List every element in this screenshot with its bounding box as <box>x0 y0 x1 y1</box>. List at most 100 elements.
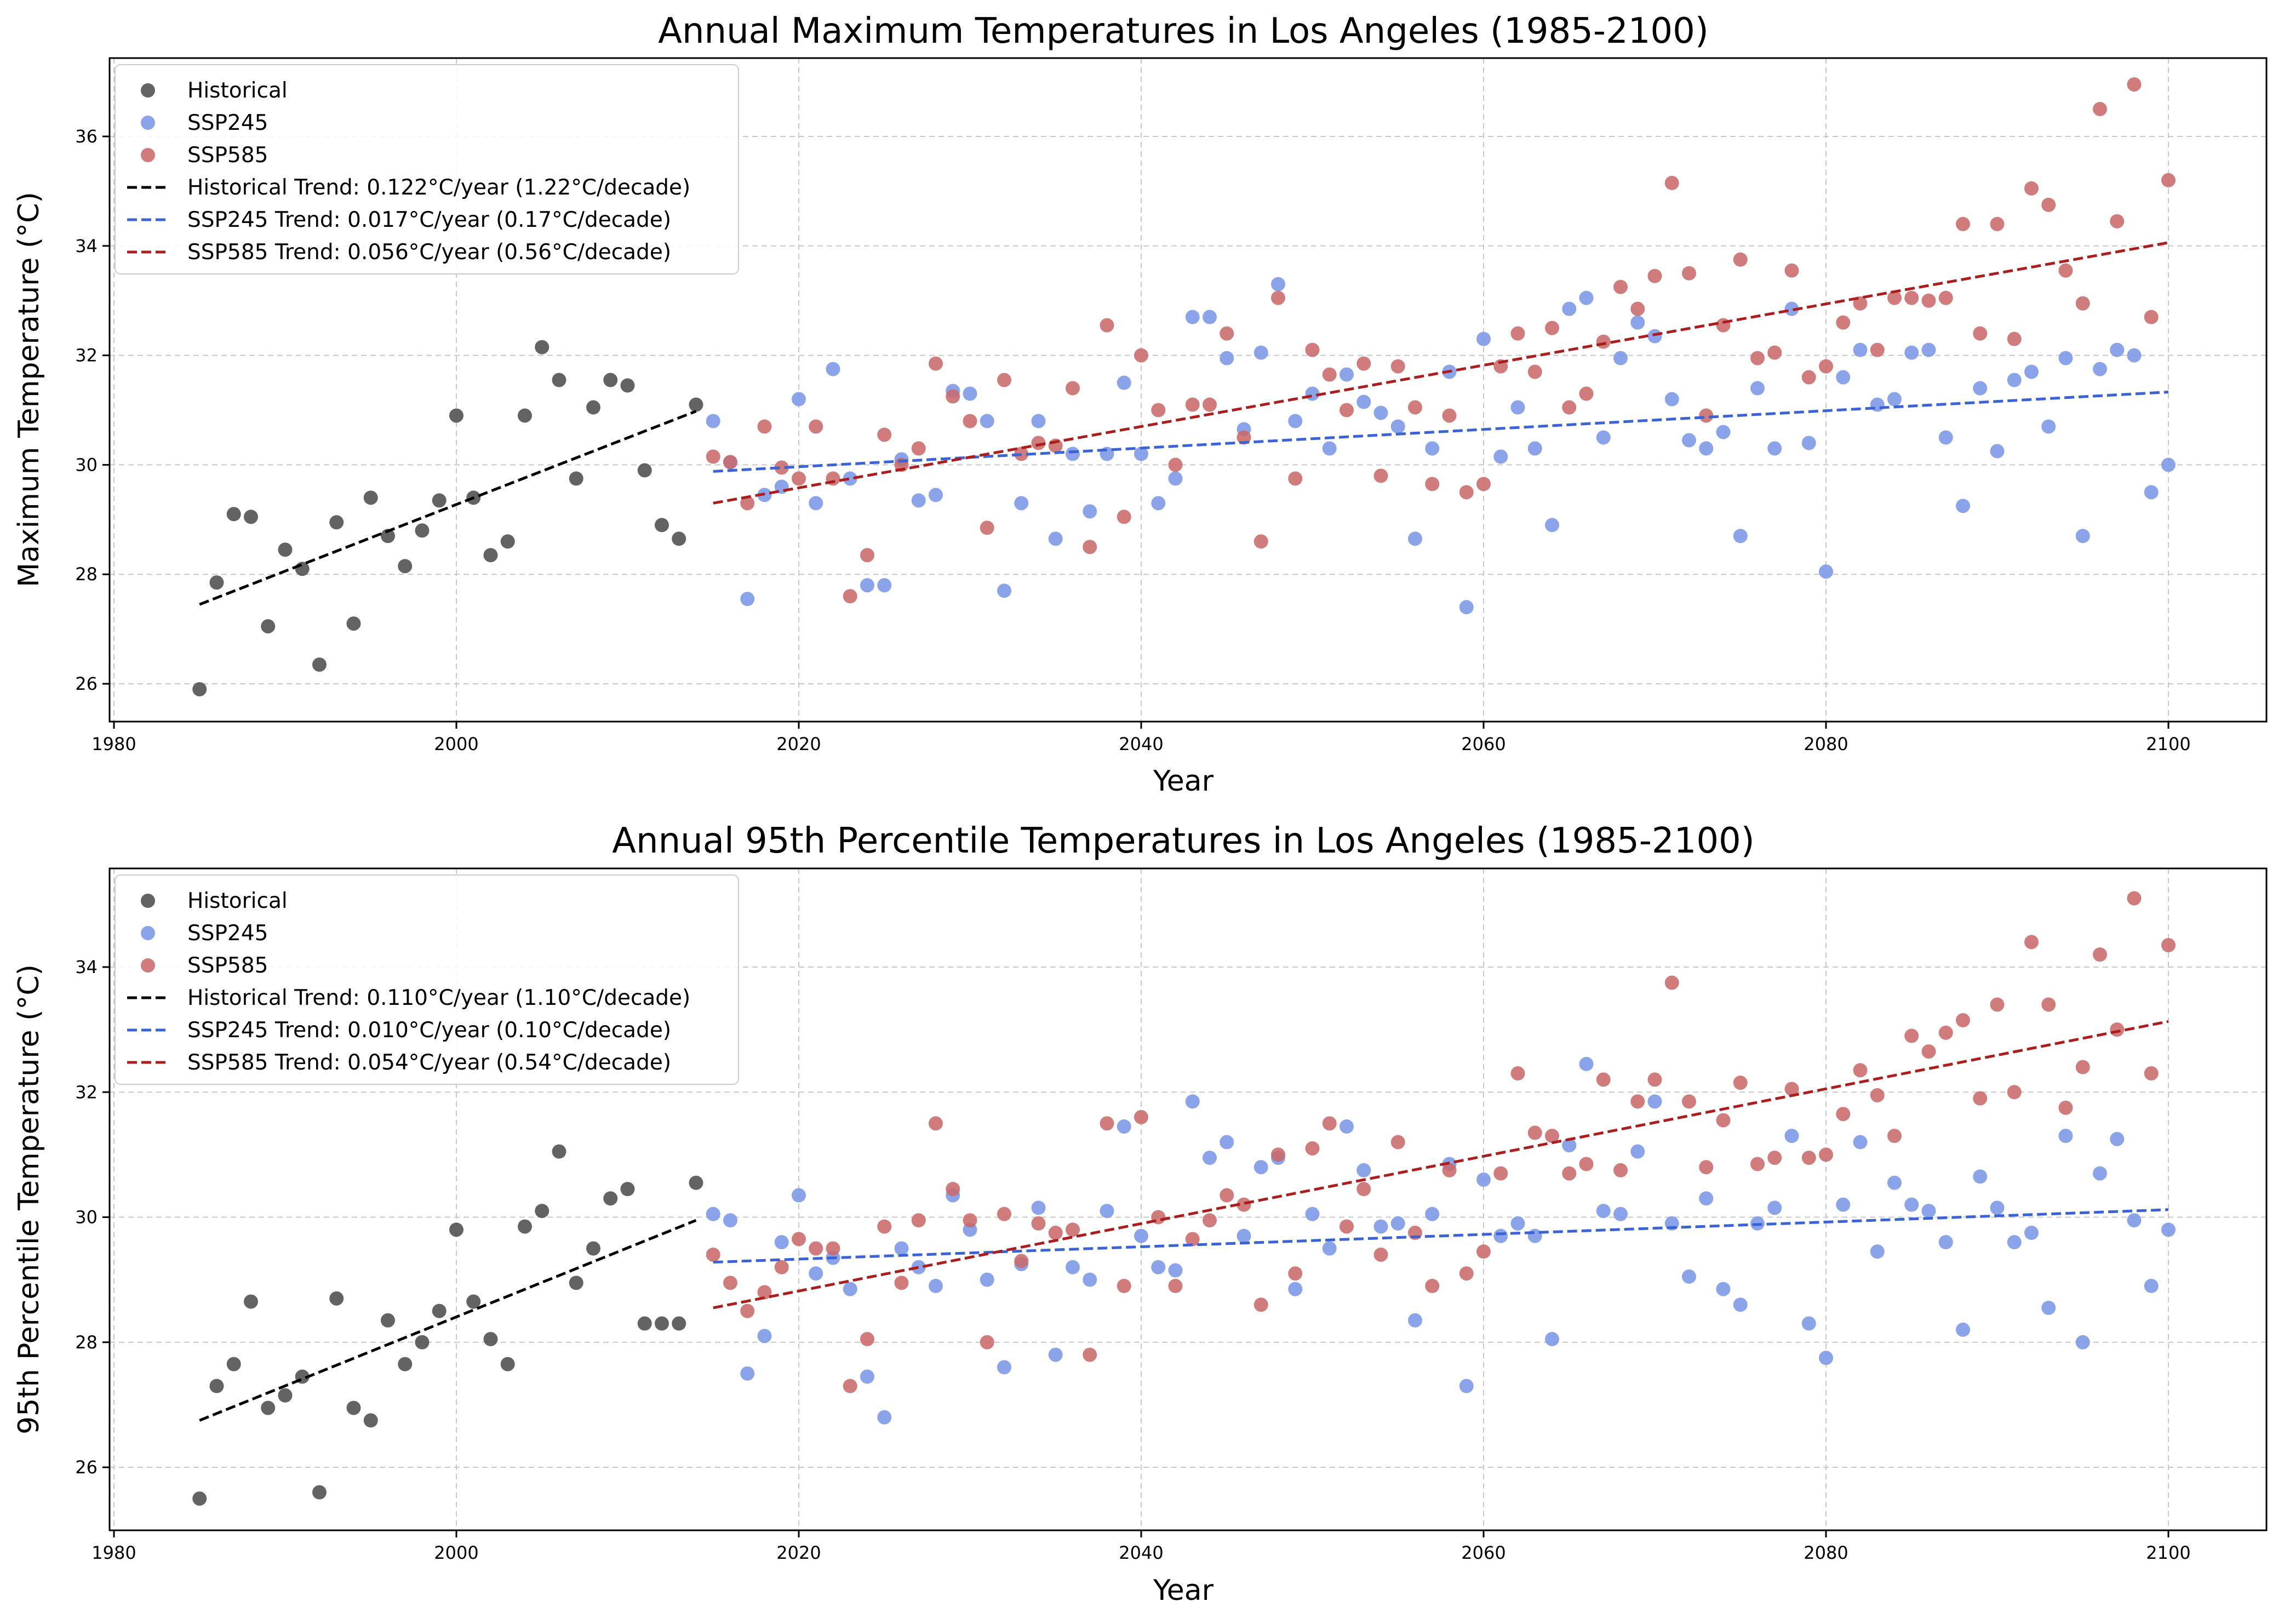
data-point <box>415 1335 430 1349</box>
data-point <box>1545 1332 1559 1347</box>
data-point <box>2007 373 2022 387</box>
data-point <box>843 1282 857 1296</box>
data-point <box>723 1276 737 1290</box>
p95-temperature-panel: Annual 95th Percentile Temperatures in L… <box>13 821 2268 1607</box>
data-point <box>244 510 258 524</box>
data-point <box>1220 1135 1234 1150</box>
data-point <box>1647 1072 1662 1087</box>
data-point <box>1220 326 1234 341</box>
y-tick-label: 26 <box>75 673 98 694</box>
data-point <box>346 1400 361 1415</box>
plot-area-frame <box>108 57 2268 723</box>
data-point <box>1288 1282 1303 1296</box>
data-point <box>312 657 327 672</box>
data-point <box>1596 1072 1611 1087</box>
data-point <box>1117 1279 1131 1294</box>
data-point <box>244 1294 258 1309</box>
data-point <box>1288 414 1303 428</box>
data-point <box>1990 444 2005 459</box>
y-tick-label: 34 <box>75 957 98 977</box>
data-point <box>877 578 892 593</box>
data-point <box>1904 290 1919 305</box>
data-point <box>1887 392 1902 407</box>
data-point <box>706 1247 720 1262</box>
data-point <box>877 427 892 442</box>
data-point <box>1750 1157 1765 1171</box>
data-point <box>278 542 293 557</box>
data-point <box>2024 364 2039 379</box>
data-point <box>1390 359 1405 374</box>
data-point <box>1476 1173 1491 1187</box>
data-point <box>1904 345 1919 360</box>
data-point <box>1203 397 1217 412</box>
data-point <box>1493 1166 1508 1181</box>
data-point <box>1356 1163 1371 1177</box>
data-point <box>192 682 207 696</box>
data-point <box>757 1329 772 1343</box>
x-tick-label: 2060 <box>1461 734 1506 754</box>
data-point <box>1819 1351 1833 1365</box>
data-point <box>2041 419 2056 434</box>
data-point <box>723 1213 737 1228</box>
y-tick-label: 28 <box>75 564 98 585</box>
y-tick-label: 30 <box>75 1207 98 1228</box>
data-point <box>1220 1188 1234 1203</box>
data-point <box>432 1303 447 1318</box>
legend-entry-label: Historical Trend: 0.110°C/year (1.10°C/d… <box>187 986 690 1010</box>
data-point <box>2127 891 2142 906</box>
data-point <box>1117 375 1131 390</box>
data-point <box>1425 1206 1440 1221</box>
data-point <box>1014 496 1029 511</box>
data-point <box>1921 293 1936 308</box>
data-point <box>192 1491 207 1506</box>
data-point <box>1819 359 1833 374</box>
data-point <box>2127 1213 2142 1228</box>
data-point <box>1990 997 2005 1012</box>
x-tick-label: 2020 <box>776 734 821 754</box>
data-point <box>1066 381 1080 396</box>
data-point <box>706 449 720 464</box>
data-point <box>1425 441 1440 456</box>
data-point <box>1733 1297 1748 1312</box>
plot-marks <box>192 891 2176 1506</box>
data-point <box>1750 381 1765 396</box>
legend-marker <box>141 83 155 98</box>
data-point <box>535 1204 549 1219</box>
y-tick-label: 30 <box>75 454 98 475</box>
data-point <box>363 1413 378 1428</box>
data-point <box>329 515 344 530</box>
data-point <box>381 1313 395 1328</box>
data-point <box>963 1213 977 1228</box>
data-point <box>1203 1151 1217 1165</box>
data-point <box>1801 436 1816 450</box>
data-point <box>1340 1219 1354 1234</box>
data-point <box>877 1219 892 1234</box>
grid <box>110 868 2266 1530</box>
data-point <box>1938 1235 1953 1250</box>
data-point <box>1373 468 1388 483</box>
data-point <box>261 619 276 634</box>
data-point <box>1373 1219 1388 1234</box>
data-point <box>997 1206 1011 1221</box>
data-point <box>1527 364 1542 379</box>
data-point <box>1973 381 1988 396</box>
data-point <box>963 386 977 401</box>
grid <box>110 58 2266 722</box>
data-point <box>929 488 943 502</box>
data-point <box>1373 1247 1388 1262</box>
data-point <box>2144 1066 2159 1081</box>
data-point <box>655 1316 669 1331</box>
x-tick-label: 2020 <box>776 1542 821 1563</box>
data-point <box>740 496 755 511</box>
data-point <box>1031 414 1046 428</box>
data-point <box>980 1272 994 1287</box>
data-point <box>1031 1216 1046 1231</box>
data-point <box>398 559 413 574</box>
data-point <box>1356 1182 1371 1197</box>
data-point <box>1647 268 1662 283</box>
data-point <box>1442 1163 1457 1177</box>
data-point <box>1476 1244 1491 1259</box>
data-point <box>1048 531 1063 546</box>
data-point <box>1271 1147 1285 1162</box>
x-tick-label: 1980 <box>91 734 136 754</box>
